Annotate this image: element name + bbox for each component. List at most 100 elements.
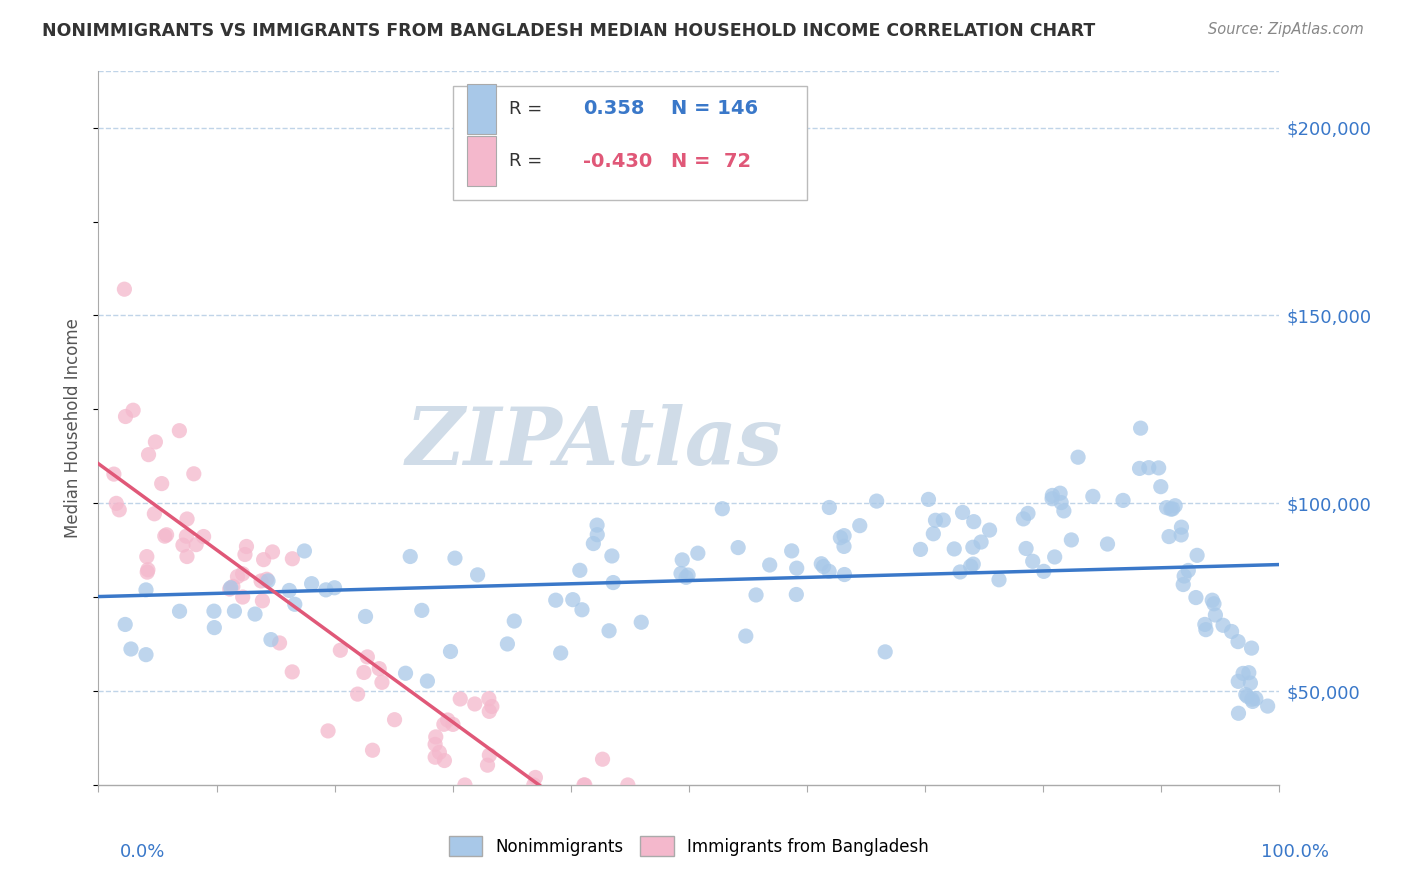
Point [1053, 504, 1076, 518]
Point [235, 540, 257, 554]
Point [1177, 564, 1199, 578]
Point [103, 467, 125, 482]
Point [550, 646, 572, 660]
Point [848, 518, 870, 533]
Point [222, 579, 245, 593]
Point [734, 629, 756, 643]
Point [243, 607, 266, 621]
Point [429, 745, 451, 759]
Point [924, 513, 946, 527]
Point [671, 553, 693, 567]
Point [153, 529, 176, 543]
Text: R =: R = [509, 153, 543, 170]
Point [568, 563, 591, 577]
Point [477, 758, 499, 772]
Point [1170, 520, 1192, 534]
Point [176, 549, 198, 564]
Point [1040, 491, 1063, 506]
Point [1156, 500, 1178, 515]
Point [105, 496, 128, 510]
Point [830, 531, 852, 545]
Point [832, 529, 855, 543]
Point [155, 528, 177, 542]
Point [202, 621, 225, 635]
Point [630, 615, 652, 630]
Point [478, 748, 501, 763]
Point [1234, 688, 1257, 702]
Point [711, 501, 734, 516]
Point [758, 558, 780, 572]
Point [727, 541, 749, 555]
Point [962, 541, 984, 555]
Point [745, 588, 768, 602]
Point [932, 513, 955, 527]
Point [1097, 537, 1119, 551]
Point [949, 565, 972, 579]
Point [1227, 706, 1250, 721]
Point [1240, 692, 1263, 706]
Point [686, 546, 709, 560]
Point [617, 778, 640, 792]
Point [1157, 530, 1180, 544]
Point [1043, 549, 1066, 564]
Point [183, 467, 205, 481]
Point [1212, 618, 1234, 632]
Point [785, 587, 807, 601]
Point [922, 526, 945, 541]
Point [464, 697, 486, 711]
Point [810, 557, 832, 571]
Point [970, 535, 993, 549]
Point [1112, 493, 1135, 508]
Point [361, 743, 384, 757]
Point [1185, 591, 1208, 605]
Point [1244, 691, 1267, 706]
Point [394, 666, 416, 681]
Point [1150, 480, 1173, 494]
Point [278, 583, 301, 598]
Point [186, 538, 208, 552]
Point [232, 566, 254, 581]
Point [988, 573, 1011, 587]
Point [219, 581, 242, 595]
Point [669, 566, 692, 581]
Point [1201, 593, 1223, 607]
Text: 100.0%: 100.0% [1261, 843, 1329, 861]
Text: N =  72: N = 72 [671, 152, 751, 170]
Point [269, 636, 291, 650]
Point [832, 540, 855, 554]
Point [574, 778, 596, 792]
Point [979, 523, 1001, 537]
Point [449, 692, 471, 706]
Point [561, 592, 583, 607]
Point [1081, 489, 1104, 503]
Point [260, 632, 283, 647]
Point [1137, 460, 1160, 475]
Point [1050, 495, 1073, 509]
Point [232, 590, 254, 604]
Point [503, 614, 526, 628]
Point [875, 645, 897, 659]
Point [962, 557, 984, 571]
Point [233, 548, 256, 562]
Point [136, 563, 159, 577]
Point [1049, 486, 1071, 500]
Point [1022, 554, 1045, 568]
Point [262, 545, 284, 559]
Point [1017, 506, 1039, 520]
Bar [467, 84, 496, 134]
Point [425, 750, 447, 764]
Point [226, 569, 249, 583]
Point [592, 752, 614, 766]
Point [176, 512, 198, 526]
Point [1129, 421, 1152, 435]
Point [524, 771, 547, 785]
Point [1241, 694, 1264, 708]
Point [1161, 502, 1184, 516]
Point [813, 559, 835, 574]
Point [1040, 488, 1063, 502]
Text: -0.430: -0.430 [582, 152, 652, 170]
Point [910, 542, 932, 557]
Point [1202, 597, 1225, 611]
Point [281, 551, 304, 566]
Point [598, 624, 620, 638]
